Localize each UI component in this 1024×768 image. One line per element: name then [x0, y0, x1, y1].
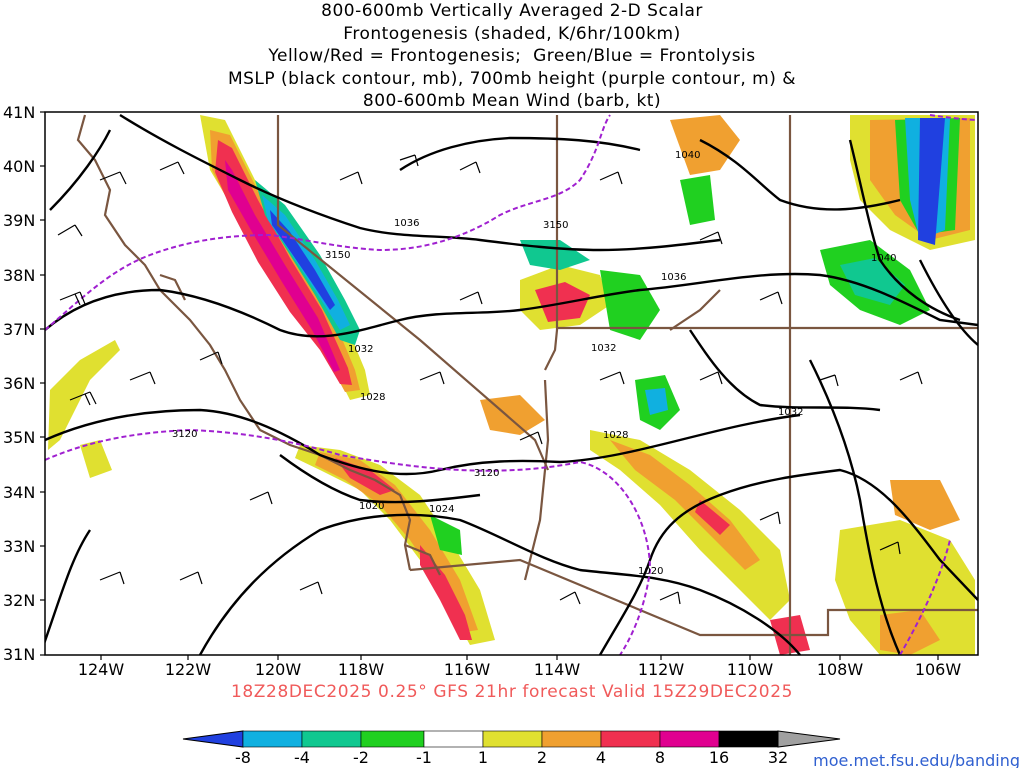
- colorbar-arrow-right: [777, 730, 841, 748]
- lat-label: 39N: [3, 211, 35, 230]
- height-label: 3150: [325, 250, 350, 261]
- mslp-label: 1032: [778, 407, 803, 418]
- lon-label: 114W: [534, 660, 581, 679]
- title-line-2: Frontogenesis (shaded, K/6hr/100km): [343, 23, 681, 44]
- mslp-label: 1020: [638, 566, 663, 577]
- coastline-and-borders: [76, 114, 978, 655]
- lon-label: 116W: [444, 660, 491, 679]
- colorbar-label: 4: [596, 748, 606, 767]
- colorbar-label: -8: [235, 748, 251, 767]
- lon-label: 118W: [338, 660, 385, 679]
- mslp-contour-labels: 1040 1036 1036 1040 1032 1032 1028 1028 …: [348, 150, 896, 577]
- credit-link[interactable]: moe.met.fsu.edu/banding: [813, 751, 1020, 768]
- lat-label: 38N: [3, 266, 35, 285]
- colorbar-label: 2: [537, 748, 547, 767]
- mslp-label: 1036: [394, 218, 419, 229]
- height-label: 3150: [543, 220, 568, 231]
- longitude-ticks: [100, 655, 939, 660]
- colorbar-label: 1: [478, 748, 488, 767]
- lat-label: 35N: [3, 428, 35, 447]
- title-line-4: MSLP (black contour, mb), 700mb height (…: [227, 68, 797, 89]
- height-contours: [45, 114, 978, 655]
- chart-title: 800-600mb Vertically Averaged 2-D Scalar…: [0, 0, 1024, 113]
- colorbar-swatch: [360, 730, 425, 748]
- mslp-label: 1032: [348, 344, 373, 355]
- lat-label: 32N: [3, 591, 35, 610]
- lon-label: 110W: [727, 660, 774, 679]
- height-label: 3120: [474, 468, 499, 479]
- colorbar: [182, 730, 841, 748]
- colorbar-label: -1: [416, 748, 432, 767]
- colorbar-label: -2: [353, 748, 369, 767]
- colorbar-label: -4: [294, 748, 310, 767]
- colorbar-swatch: [423, 730, 484, 748]
- longitude-labels: 124W 122W 120W 118W 116W 114W 112W 110W …: [78, 660, 962, 679]
- lon-label: 112W: [638, 660, 685, 679]
- latitude-labels: 41N 40N 39N 38N 37N 36N 35N 34N 33N 32N …: [3, 103, 35, 664]
- latitude-ticks: [40, 111, 45, 656]
- lat-label: 41N: [3, 103, 35, 122]
- forecast-valid-time: 18Z28DEC2025 0.25° GFS 21hr forecast Val…: [231, 682, 793, 702]
- colorbar-swatch: [600, 730, 661, 748]
- lon-label: 124W: [78, 660, 125, 679]
- mslp-label: 1028: [360, 392, 385, 403]
- colorbar-labels: -8 -4 -2 -1 1 2 4 8 16 32: [235, 748, 788, 767]
- title-line-1: 800-600mb Vertically Averaged 2-D Scalar: [321, 1, 703, 21]
- title-line-3: Yellow/Red = Frontogenesis; Green/Blue =…: [268, 46, 756, 66]
- colorbar-label: 32: [768, 748, 788, 767]
- mslp-label: 1036: [661, 272, 686, 283]
- map-area: [45, 113, 978, 655]
- wind-barbs: [57, 154, 923, 605]
- colorbar-swatch: [301, 730, 362, 748]
- mslp-label: 1020: [359, 501, 384, 512]
- colorbar-swatch: [718, 730, 779, 748]
- lat-label: 36N: [3, 374, 35, 393]
- colorbar-swatch: [659, 730, 720, 748]
- lat-label: 37N: [3, 320, 35, 339]
- lat-label: 31N: [3, 645, 35, 664]
- height-label: 3120: [172, 429, 197, 440]
- lon-label: 122W: [165, 660, 212, 679]
- lat-label: 33N: [3, 537, 35, 556]
- lat-label: 34N: [3, 483, 35, 502]
- mslp-label: 1040: [675, 150, 700, 161]
- colorbar-swatch: [541, 730, 602, 748]
- frontogenesis-shading: [48, 115, 975, 655]
- colorbar-swatch: [242, 730, 303, 748]
- height-contour-labels: 3150 3150 3120 3120: [172, 220, 568, 479]
- mslp-label: 1032: [591, 343, 616, 354]
- lon-label: 120W: [255, 660, 302, 679]
- lon-label: 108W: [817, 660, 864, 679]
- colorbar-label: 16: [709, 748, 729, 767]
- title-line-5: 800-600mb Mean Wind (barb, kt): [362, 91, 662, 111]
- colorbar-arrow-left: [182, 730, 244, 748]
- mslp-label: 1024: [429, 504, 454, 515]
- mslp-label: 1028: [603, 430, 628, 441]
- colorbar-label: 8: [655, 748, 665, 767]
- lon-label: 106W: [915, 660, 962, 679]
- colorbar-swatch: [482, 730, 543, 748]
- mslp-contours: [45, 113, 978, 655]
- mslp-label: 1040: [871, 253, 896, 264]
- lat-label: 40N: [3, 157, 35, 176]
